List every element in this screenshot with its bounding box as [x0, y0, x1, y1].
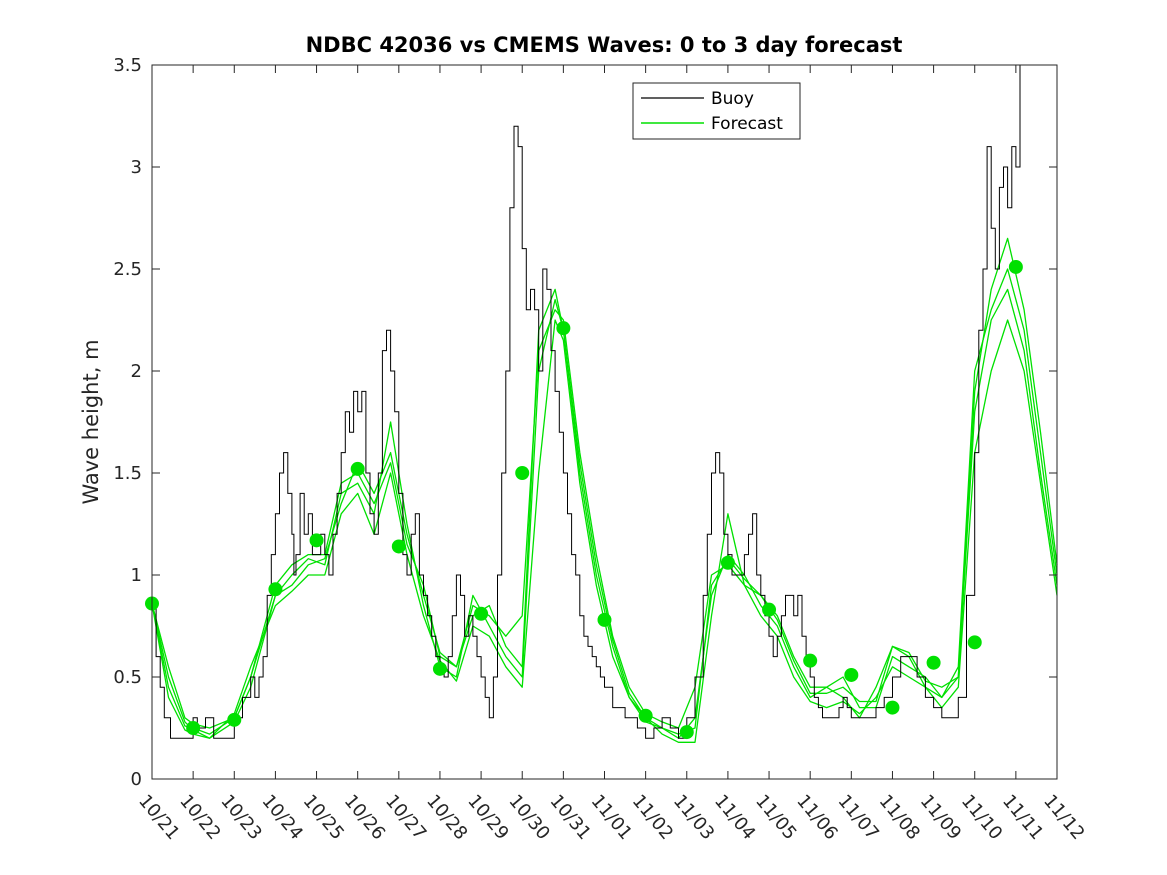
buoy-line: [152, 64, 1033, 739]
forecast-marker: [391, 539, 406, 554]
legend-label-forecast: Forecast: [711, 114, 783, 134]
y-tick-label: 1: [131, 565, 142, 586]
chart-title: NDBC 42036 vs CMEMS Waves: 0 to 3 day fo…: [306, 33, 903, 57]
legend: Buoy Forecast: [632, 82, 801, 140]
forecast-line-4: [151, 237, 1058, 735]
buoy-lines: [152, 64, 1033, 739]
forecast-marker: [926, 655, 941, 670]
y-tick-label: 2.5: [113, 259, 142, 280]
forecast-marker: [844, 667, 859, 682]
forecast-marker: [679, 725, 694, 740]
forecast-marker: [515, 466, 530, 480]
forecast-markers: [145, 259, 1023, 740]
forecast-marker: [186, 721, 201, 735]
forecast-marker: [1008, 259, 1023, 274]
forecast-marker: [762, 602, 777, 617]
y-tick-label: 3.5: [113, 55, 142, 76]
forecast-marker: [474, 606, 489, 621]
forecast-marker: [556, 321, 571, 336]
y-tick-label: 0.5: [113, 667, 142, 688]
forecast-marker: [638, 708, 653, 723]
forecast-marker: [432, 661, 447, 676]
forecast-marker: [309, 533, 324, 548]
forecast-marker: [803, 653, 818, 668]
y-axis-ticks: 0 0.5 1 1.5 2 2.5 3 3.5: [113, 55, 1057, 790]
legend-box: [632, 82, 801, 140]
y-axis-label: Wave height, m: [79, 339, 103, 504]
legend-label-buoy: Buoy: [711, 89, 754, 109]
y-tick-label: 3: [131, 157, 142, 178]
forecast-marker: [720, 555, 735, 570]
y-tick-label: 1.5: [113, 463, 142, 484]
forecast-marker: [597, 612, 612, 627]
forecast-marker: [885, 700, 900, 715]
y-tick-label: 0: [131, 769, 142, 790]
forecast-marker: [350, 461, 365, 476]
forecast-line-2: [151, 288, 1058, 739]
forecast-marker: [268, 582, 283, 597]
plot-area: [152, 65, 1057, 779]
forecast-marker: [227, 712, 242, 727]
forecast-marker: [967, 635, 982, 650]
y-tick-label: 2: [131, 361, 142, 382]
forecast-line-1: [151, 268, 1058, 735]
